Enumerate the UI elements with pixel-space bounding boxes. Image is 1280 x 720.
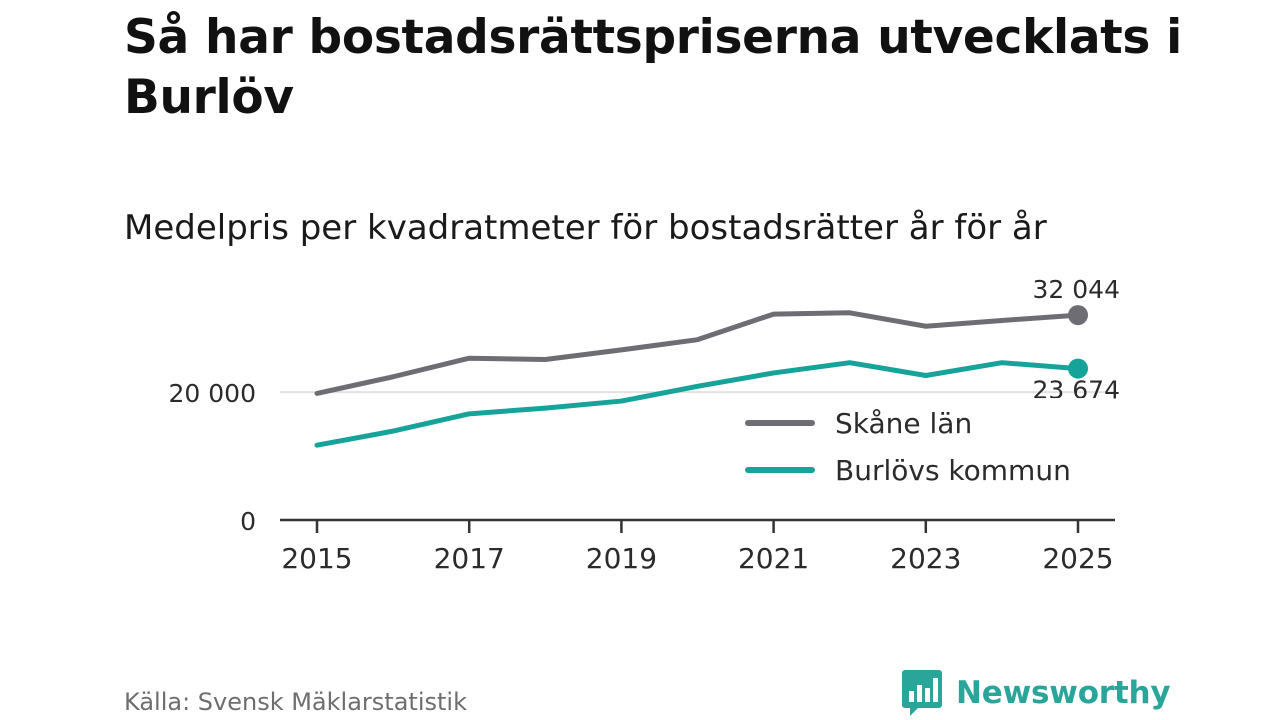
- data-point: [1068, 305, 1088, 326]
- legend-label: Skåne län: [835, 407, 972, 440]
- y-tick-label: 20 000: [169, 379, 256, 408]
- bar-chart-speech-bubble-icon: [902, 670, 942, 716]
- line-chart: 020 000 2015 2017 2019 2021 2023 2025 32 0442…: [169, 275, 1120, 575]
- chart-subtitle: Medelpris per kvadratmeter för bostadsrä…: [124, 208, 1047, 248]
- x-tick-label: 2025: [1042, 542, 1113, 575]
- series-lines: [314, 305, 1088, 448]
- series-line-skane-lan: [314, 310, 1081, 396]
- x-tick-label: 2015: [281, 542, 352, 575]
- source-note: Källa: Svensk Mäklarstatistik: [124, 688, 467, 716]
- y-tick-label: 0: [240, 507, 256, 536]
- x-tick-label: 2019: [586, 542, 657, 575]
- legend-background: [732, 398, 1102, 498]
- x-axis: 2015 2017 2019 2021 2023 2025: [280, 518, 1115, 575]
- x-tick-label: 2017: [434, 542, 505, 575]
- legend-label: Burlövs kommun: [835, 454, 1071, 487]
- end-value-label: 32 044: [1033, 275, 1120, 304]
- x-tick-label: 2021: [738, 542, 809, 575]
- data-point: [1068, 358, 1088, 379]
- chart-title: Så har bostadsrättspriserna utvecklats i…: [124, 10, 1182, 125]
- x-tick-label: 2023: [890, 542, 961, 575]
- gridlines: 0 20 000: [169, 379, 1115, 536]
- legend: Skåne län Burlövs kommun: [732, 398, 1102, 498]
- newsworthy-logo: Newsworthy: [902, 670, 1171, 716]
- brand-name: Newsworthy: [956, 675, 1171, 711]
